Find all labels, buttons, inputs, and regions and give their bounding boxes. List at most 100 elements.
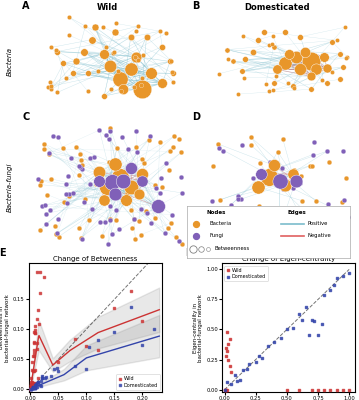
Point bbox=[37, 227, 43, 233]
Point bbox=[88, 155, 93, 161]
Point bbox=[63, 75, 69, 81]
Text: Bacteria: Bacteria bbox=[210, 221, 232, 226]
Point bbox=[55, 134, 61, 140]
Wild bbox=[31, 340, 37, 346]
Domesticated bbox=[28, 385, 34, 392]
Wild bbox=[297, 386, 302, 393]
Domesticated bbox=[321, 292, 327, 298]
Domesticated bbox=[29, 384, 35, 391]
Domesticated bbox=[224, 379, 230, 386]
Point bbox=[165, 225, 171, 231]
Point bbox=[99, 233, 105, 239]
Point bbox=[302, 48, 308, 55]
Text: Positive: Positive bbox=[308, 221, 328, 226]
Wild bbox=[30, 368, 36, 374]
Wild bbox=[223, 386, 229, 393]
Point bbox=[190, 246, 196, 252]
Domesticated bbox=[247, 360, 252, 367]
Point bbox=[37, 181, 43, 188]
Point bbox=[271, 44, 277, 50]
Point bbox=[46, 151, 52, 158]
Point bbox=[159, 80, 165, 86]
Domesticated bbox=[48, 373, 54, 380]
Wild bbox=[223, 353, 229, 359]
Point bbox=[60, 60, 66, 67]
Wild bbox=[28, 378, 34, 385]
Wild bbox=[284, 386, 290, 393]
Wild bbox=[32, 339, 37, 345]
Wild bbox=[36, 375, 41, 381]
Point bbox=[269, 41, 275, 47]
Point bbox=[89, 206, 95, 212]
Point bbox=[210, 163, 216, 169]
Wild bbox=[224, 329, 230, 335]
Wild bbox=[334, 386, 340, 393]
Point bbox=[168, 220, 174, 226]
Domesticated bbox=[140, 342, 145, 348]
Point bbox=[325, 210, 331, 216]
Point bbox=[304, 210, 309, 216]
Point bbox=[125, 190, 130, 196]
Point bbox=[139, 178, 145, 184]
Domesticated bbox=[28, 386, 34, 392]
Domesticated bbox=[35, 379, 41, 385]
Domesticated bbox=[39, 374, 45, 381]
Point bbox=[271, 80, 277, 86]
Point bbox=[70, 70, 76, 76]
Point bbox=[276, 229, 281, 236]
Point bbox=[340, 64, 346, 71]
Point bbox=[80, 166, 85, 172]
Wild bbox=[34, 316, 39, 322]
Point bbox=[141, 160, 146, 166]
Point bbox=[275, 148, 280, 155]
Text: Fungi: Fungi bbox=[210, 233, 224, 238]
Point bbox=[43, 210, 49, 217]
Point bbox=[180, 240, 185, 247]
Domesticated bbox=[56, 368, 61, 374]
Point bbox=[159, 44, 165, 50]
Point bbox=[120, 86, 126, 92]
Title: Wild: Wild bbox=[97, 3, 118, 12]
Point bbox=[66, 14, 72, 21]
Point bbox=[225, 56, 230, 63]
Wild bbox=[35, 307, 41, 313]
Point bbox=[345, 214, 350, 220]
Wild bbox=[95, 346, 101, 353]
Point bbox=[61, 145, 66, 151]
Domesticated bbox=[129, 304, 134, 310]
Title: Change of Betweenness: Change of Betweenness bbox=[53, 256, 137, 262]
Wild bbox=[223, 386, 229, 393]
Wild bbox=[328, 386, 334, 393]
Point bbox=[144, 210, 150, 216]
Point bbox=[285, 80, 291, 86]
Wild bbox=[140, 318, 145, 324]
Point bbox=[111, 49, 117, 56]
Point bbox=[97, 168, 102, 175]
Point bbox=[133, 53, 139, 60]
Point bbox=[107, 125, 113, 131]
Domesticated bbox=[303, 304, 308, 310]
Domesticated bbox=[33, 381, 38, 387]
Domesticated bbox=[228, 381, 234, 387]
Point bbox=[298, 66, 303, 72]
Point bbox=[309, 152, 315, 158]
Text: Nodes: Nodes bbox=[206, 210, 226, 215]
Point bbox=[309, 73, 314, 80]
Point bbox=[163, 30, 169, 36]
Point bbox=[258, 171, 264, 178]
Wild bbox=[30, 382, 36, 388]
Point bbox=[251, 48, 256, 55]
Point bbox=[140, 52, 145, 59]
Point bbox=[261, 28, 267, 35]
Wild bbox=[32, 380, 38, 387]
Point bbox=[116, 68, 121, 75]
Point bbox=[282, 181, 288, 188]
Point bbox=[55, 89, 60, 96]
Point bbox=[66, 190, 72, 197]
Point bbox=[290, 83, 295, 90]
Wild bbox=[30, 353, 36, 359]
Point bbox=[177, 238, 182, 244]
Legend: Wild, Domesticated: Wild, Domesticated bbox=[116, 374, 160, 390]
Domesticated bbox=[32, 382, 37, 388]
Point bbox=[171, 133, 177, 140]
